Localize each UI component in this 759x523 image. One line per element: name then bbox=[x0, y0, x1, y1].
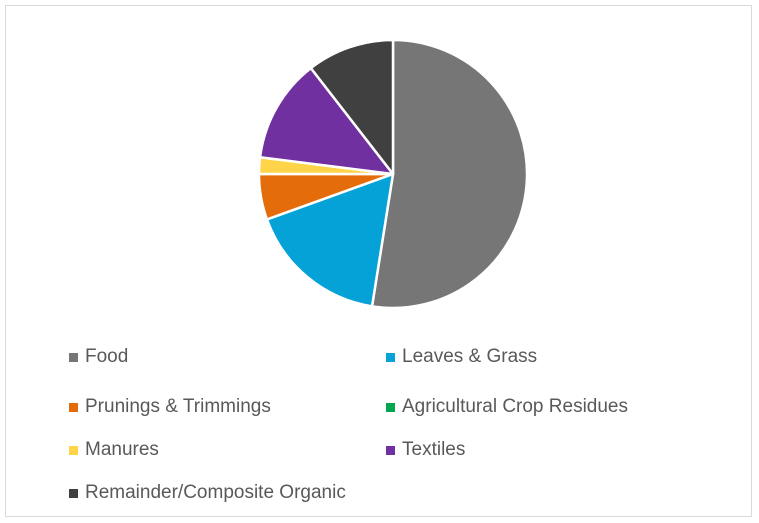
pie-slice-textiles bbox=[258, 66, 395, 176]
legend-label-prunings-trimmings: Prunings & Trimmings bbox=[85, 396, 271, 417]
legend-item-remainder-composite-organic: Remainder/Composite Organic bbox=[69, 481, 346, 505]
legend-item-textiles: Textiles bbox=[386, 438, 465, 462]
legend-item-leaves-grass: Leaves & Grass bbox=[386, 345, 537, 369]
legend-label-food: Food bbox=[85, 346, 129, 367]
legend-label-leaves-grass: Leaves & Grass bbox=[402, 346, 538, 367]
legend-swatch-manures bbox=[69, 445, 78, 455]
chart-frame: Food Leaves & Grass Prunings & Trimmings… bbox=[5, 5, 752, 517]
pie-slice-leaves-grass bbox=[265, 172, 395, 308]
legend-swatch-prunings-trimmings bbox=[69, 402, 78, 412]
legend-swatch-remainder-composite-organic bbox=[69, 488, 78, 498]
legend-label-textiles: Textiles bbox=[402, 439, 466, 460]
legend-label-agricultural-crop-residues: Agricultural Crop Residues bbox=[402, 396, 628, 417]
pie-slice-remainder-composite-organic bbox=[309, 38, 395, 176]
legend-swatch-food bbox=[69, 352, 78, 362]
pie-slice-food bbox=[370, 38, 529, 310]
legend-item-agricultural-crop-residues: Agricultural Crop Residues bbox=[386, 395, 628, 419]
legend-item-food: Food bbox=[69, 345, 128, 369]
pie-chart bbox=[257, 38, 529, 310]
legend-swatch-textiles bbox=[386, 445, 395, 455]
legend-swatch-agricultural-crop-residues bbox=[386, 402, 395, 412]
legend-label-remainder-composite-organic: Remainder/Composite Organic bbox=[85, 482, 346, 503]
legend-swatch-leaves-grass bbox=[386, 352, 395, 362]
legend-item-manures: Manures bbox=[69, 438, 159, 462]
legend-label-manures: Manures bbox=[85, 439, 159, 460]
legend-item-prunings-trimmings: Prunings & Trimmings bbox=[69, 395, 271, 419]
